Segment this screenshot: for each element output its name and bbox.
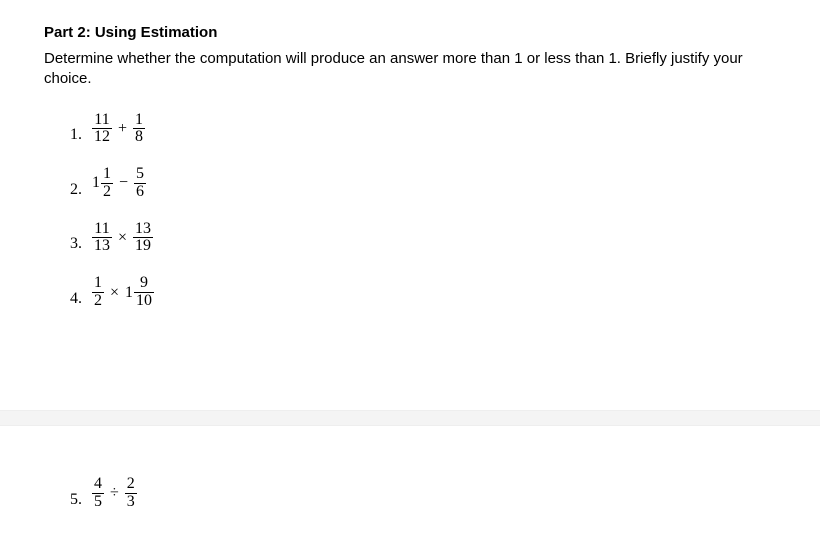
section-title: Part 2: Using Estimation — [44, 24, 776, 41]
problem-expression: 1113×1319 — [92, 221, 153, 256]
problem-row: 2.112−56 — [56, 166, 776, 201]
operator: × — [112, 230, 133, 246]
fraction: 1112 — [92, 112, 112, 147]
problem-number: 5. — [56, 491, 92, 511]
fraction: 45 — [92, 476, 104, 511]
problem-expression: 45÷23 — [92, 476, 137, 511]
problem-number: 4. — [56, 290, 92, 310]
fraction: 12 — [92, 275, 104, 310]
fraction: 1319 — [133, 221, 153, 256]
fraction: 18 — [133, 112, 145, 147]
fraction-denominator: 8 — [133, 129, 145, 146]
problem-expression: 112−56 — [92, 166, 146, 201]
mixed-whole: 1 — [92, 175, 101, 191]
fraction-numerator: 11 — [92, 221, 111, 238]
problem-expression: 12×1910 — [92, 275, 154, 310]
fraction-numerator: 1 — [133, 112, 145, 129]
fraction: 23 — [125, 476, 137, 511]
fraction-denominator: 19 — [133, 238, 153, 255]
operator: × — [104, 285, 125, 301]
fraction-denominator: 12 — [92, 129, 112, 146]
operator: − — [113, 175, 134, 191]
fraction-denominator: 13 — [92, 238, 112, 255]
fraction: 56 — [134, 166, 146, 201]
fraction-denominator: 2 — [92, 293, 104, 310]
instruction-text: Determine whether the computation will p… — [44, 49, 776, 90]
problem-row: 3.1113×1319 — [56, 221, 776, 256]
problem-row: 5.45÷23 — [56, 476, 776, 511]
fraction-denominator: 6 — [134, 184, 146, 201]
fraction-numerator: 4 — [92, 476, 104, 493]
fraction-denominator: 10 — [134, 293, 154, 310]
fraction-numerator: 1 — [92, 275, 104, 292]
fraction-denominator: 5 — [92, 494, 104, 511]
operator: ÷ — [104, 485, 125, 501]
problem-list-1: 1.1112+182.112−563.1113×13194.12×1910 — [44, 112, 776, 310]
fraction-denominator: 2 — [101, 184, 113, 201]
problem-list-2: 5.45÷23 — [44, 476, 776, 511]
operator: + — [112, 121, 133, 137]
problem-row: 4.12×1910 — [56, 275, 776, 310]
fraction-numerator: 2 — [125, 476, 137, 493]
page-2: 5.45÷23 — [0, 426, 820, 541]
mixed-whole: 1 — [125, 285, 134, 301]
fraction: 910 — [134, 275, 154, 310]
page-1: Part 2: Using Estimation Determine wheth… — [0, 0, 820, 410]
fraction-numerator: 11 — [92, 112, 111, 129]
problem-number: 2. — [56, 181, 92, 201]
fraction-numerator: 13 — [133, 221, 153, 238]
problem-row: 1.1112+18 — [56, 112, 776, 147]
fraction-denominator: 3 — [125, 494, 137, 511]
page-separator — [0, 410, 820, 426]
fraction: 12 — [101, 166, 113, 201]
problem-number: 1. — [56, 126, 92, 146]
problem-expression: 1112+18 — [92, 112, 145, 147]
fraction-numerator: 9 — [138, 275, 150, 292]
fraction: 1113 — [92, 221, 112, 256]
fraction-numerator: 5 — [134, 166, 146, 183]
fraction-numerator: 1 — [101, 166, 113, 183]
problem-number: 3. — [56, 235, 92, 255]
